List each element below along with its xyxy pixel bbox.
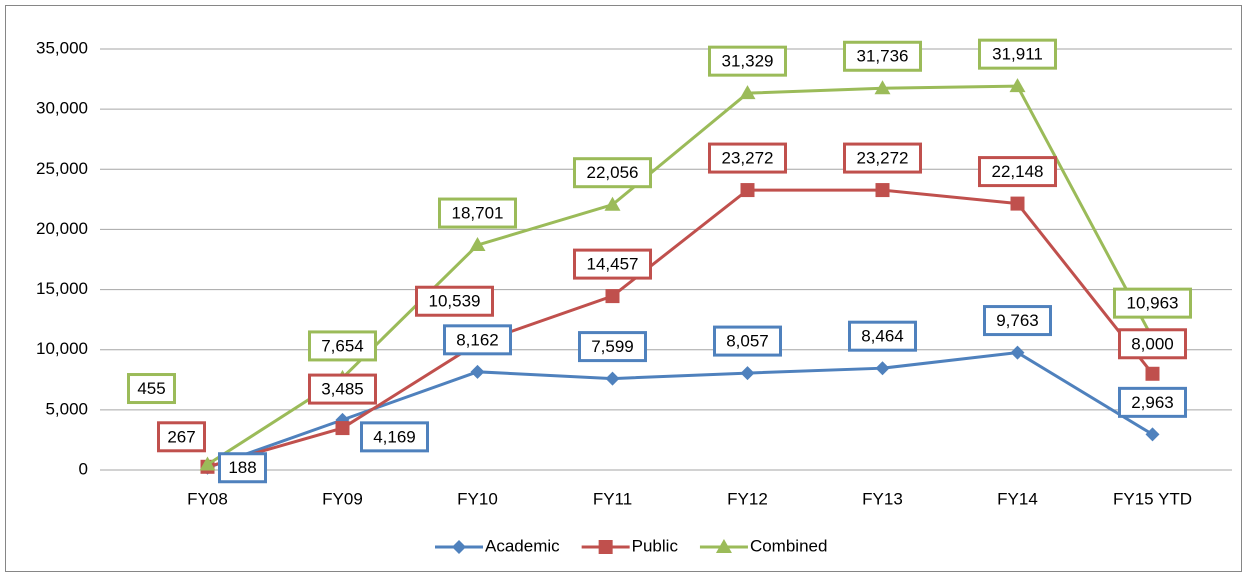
x-tick-label: FY15 YTD [1113,489,1192,508]
data-label: 7,599 [591,337,634,356]
y-tick-label: 5,000 [45,399,88,418]
y-tick-label: 15,000 [36,279,88,298]
data-label-box [843,142,922,174]
series-line [207,188,1154,469]
x-tick-label: FY08 [187,489,228,508]
y-tick-label: 30,000 [36,99,88,118]
legend-marker [715,539,732,553]
data-label: 8,162 [456,330,499,349]
legend-label: Combined [750,536,828,555]
data-label: 23,272 [857,149,909,168]
x-tick-label: FY14 [997,489,1038,508]
data-label-box [157,421,206,453]
x-tick-label: FY10 [457,489,498,508]
marker [605,289,620,304]
data-label: 2,963 [1131,393,1174,412]
x-tick-label: FY09 [322,489,363,508]
series-line [206,351,1154,470]
marker [739,85,756,100]
legend-marker [598,540,613,554]
data-label-box [308,373,377,405]
data-label: 3,485 [321,380,364,399]
legend-marker [452,540,466,554]
data-label-box [438,197,517,229]
data-label-box [443,324,512,356]
data-label-box [708,45,787,77]
data-label-box [1118,386,1187,418]
marker [1010,345,1025,360]
data-label: 31,911 [992,45,1043,64]
data-label-box [578,331,647,363]
marker [740,366,755,381]
data-label-box [713,325,782,357]
x-tick-label: FY11 [593,489,632,508]
data-label-box [983,305,1052,337]
marker [875,183,890,198]
data-label: 14,457 [587,255,639,274]
data-label: 18,701 [452,204,504,223]
data-label-box [218,452,267,484]
y-tick-label: 25,000 [36,159,88,178]
legend-label: Academic [485,536,560,555]
marker [604,196,621,211]
data-label-box [978,156,1057,188]
data-label-box [127,373,176,405]
legend-label: Public [632,536,679,555]
y-tick-label: 10,000 [36,339,88,358]
data-label: 8,000 [1131,334,1174,353]
data-label-box [1113,287,1192,319]
marker [335,421,350,436]
data-label: 23,272 [722,149,774,168]
data-label: 10,539 [429,292,481,311]
marker [1009,78,1026,93]
data-label: 9,763 [996,311,1039,330]
data-label-box [360,421,429,453]
data-label-box [978,38,1057,70]
data-label-box [415,285,494,317]
data-label: 8,057 [726,332,769,351]
data-label: 455 [137,379,165,398]
marker [470,364,485,379]
marker [875,361,890,376]
data-label-box [573,248,652,280]
marker [605,371,620,386]
marker [469,237,486,252]
data-label-box [573,157,652,189]
x-tick-label: FY12 [727,489,768,508]
marker [1145,366,1160,381]
data-label: 7,654 [321,336,364,355]
data-label: 22,056 [587,163,639,182]
marker [1010,196,1025,211]
marker [1145,427,1160,442]
y-tick-label: 35,000 [36,38,88,57]
y-tick-label: 20,000 [36,219,88,238]
data-label-box [308,330,377,362]
data-label: 188 [228,458,256,477]
data-label: 31,329 [722,52,774,71]
data-label-box [1118,328,1187,360]
y-tick-label: 0 [79,459,88,478]
marker [874,80,891,95]
data-label: 10,963 [1127,294,1179,313]
marker [740,183,755,198]
data-label-box [708,142,787,174]
x-tick-label: FY13 [862,489,903,508]
data-label-box [848,320,917,352]
data-label-box [843,40,922,72]
data-label: 22,148 [992,162,1044,181]
data-label: 31,736 [857,47,909,66]
data-label: 267 [167,427,195,446]
marker [199,456,216,471]
data-label: 4,169 [373,427,416,446]
data-label: 8,464 [861,327,904,346]
